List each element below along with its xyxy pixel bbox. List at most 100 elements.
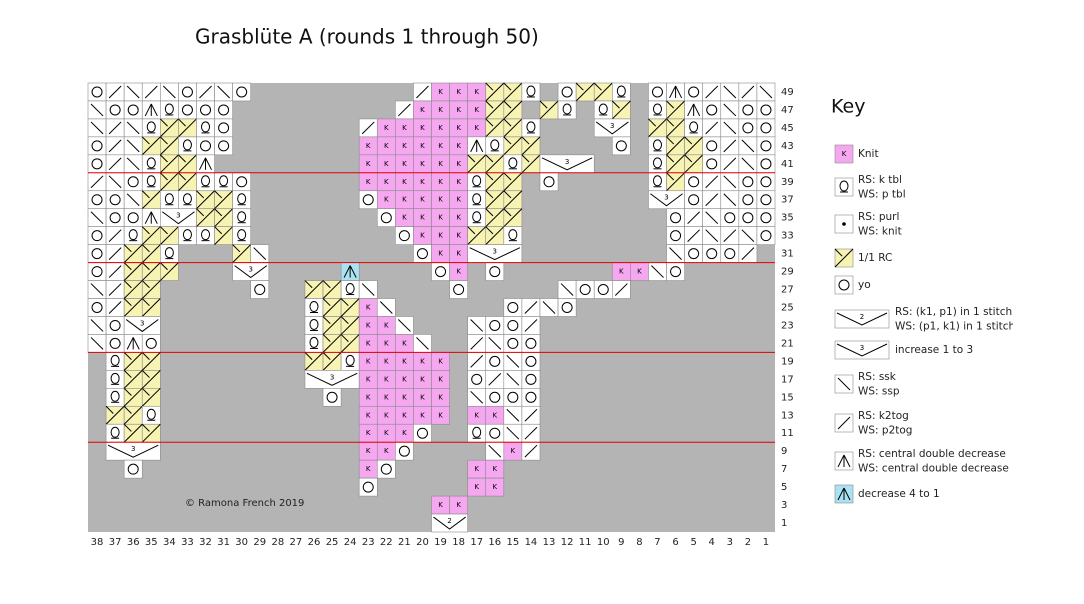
stitch-cell <box>834 340 890 360</box>
knit-glyph: K <box>366 357 371 365</box>
stitch-cell <box>413 423 432 443</box>
row-number: 23 <box>781 320 794 331</box>
increase <box>125 319 159 333</box>
stroke <box>470 337 484 350</box>
stroke <box>108 265 122 278</box>
stitch-cell <box>666 262 685 281</box>
stitch-cell <box>214 118 233 138</box>
column-number: 2 <box>745 537 751 548</box>
knit-glyph: K <box>366 375 371 383</box>
stroke <box>108 283 122 296</box>
yo <box>489 319 501 331</box>
stroke <box>126 85 140 99</box>
stitch-cell <box>358 477 378 497</box>
yo <box>760 122 772 134</box>
yo <box>236 86 248 98</box>
stroke <box>651 265 664 278</box>
increase-glyph: 3 <box>610 122 614 130</box>
yo <box>254 284 266 296</box>
knit-glyph: K <box>366 465 371 473</box>
stitch-cell <box>666 208 685 227</box>
column-number: 10 <box>597 537 610 548</box>
k-tbl <box>526 85 536 97</box>
row-number: 39 <box>781 177 794 188</box>
key-label: WS: central double decrease p <box>858 462 1019 474</box>
knit-glyph: K <box>384 124 389 132</box>
k-tbl <box>182 139 192 151</box>
stitch-cell <box>376 208 396 227</box>
knit-glyph: K <box>438 106 443 114</box>
stroke <box>123 387 132 396</box>
stroke <box>141 370 161 389</box>
knit-glyph: K <box>420 160 425 168</box>
stroke <box>322 298 331 307</box>
stroke <box>141 352 161 371</box>
yo <box>525 373 537 385</box>
stroke <box>485 154 505 174</box>
stroke <box>304 280 324 299</box>
stroke <box>141 387 150 396</box>
stroke <box>506 408 520 422</box>
knit-glyph: K <box>402 178 407 186</box>
knit-glyph: K <box>384 339 389 347</box>
stroke <box>123 370 143 389</box>
stroke <box>108 301 122 314</box>
stroke <box>837 416 851 430</box>
knit-glyph: K <box>420 106 425 114</box>
stroke <box>141 226 150 235</box>
yo <box>688 194 700 206</box>
stitch-cell <box>431 513 468 533</box>
knit-glyph: K <box>474 411 479 419</box>
stroke <box>470 390 484 404</box>
key-label: WS: knit <box>858 225 902 237</box>
stroke <box>485 118 505 138</box>
yo <box>200 140 212 152</box>
stitch-cell <box>684 82 703 102</box>
stitch-cell <box>575 280 595 299</box>
stroke <box>141 423 150 432</box>
yo <box>706 248 718 260</box>
stroke <box>687 103 695 117</box>
stroke <box>503 100 512 109</box>
stroke <box>322 316 331 325</box>
key-label: yo <box>858 279 871 291</box>
yo <box>326 391 338 403</box>
k-tbl <box>110 390 120 402</box>
stroke <box>675 85 683 99</box>
stroke <box>669 247 682 260</box>
k-tbl <box>309 318 319 330</box>
stroke <box>159 136 168 145</box>
stroke <box>834 248 843 257</box>
stitch-cell <box>702 244 722 263</box>
stroke <box>684 136 704 156</box>
stroke <box>485 226 494 235</box>
knit-glyph: K <box>456 142 461 150</box>
stitch-cell <box>141 334 161 353</box>
k-tbl <box>526 121 536 133</box>
stroke <box>162 85 176 99</box>
stroke <box>123 423 132 432</box>
column-number: 6 <box>672 537 678 548</box>
knit-glyph: K <box>366 393 371 401</box>
stitch-cell <box>395 441 414 461</box>
stroke <box>141 298 161 317</box>
row-number: 47 <box>781 105 794 116</box>
stitch-cell <box>232 172 252 192</box>
key-label: increase 1 to 3 <box>895 344 973 356</box>
yo <box>742 176 754 188</box>
stroke <box>253 247 267 260</box>
stroke <box>196 208 205 217</box>
yo <box>507 319 519 331</box>
stroke <box>684 154 704 174</box>
knit-glyph: K <box>456 88 461 96</box>
yo <box>218 104 230 116</box>
stitch-cell <box>87 244 107 263</box>
column-number: 9 <box>618 537 624 548</box>
stroke <box>159 172 179 192</box>
yo <box>651 86 663 98</box>
yo <box>489 427 501 439</box>
stitch-cell <box>123 208 143 227</box>
stroke <box>322 334 331 342</box>
yo <box>127 104 139 116</box>
